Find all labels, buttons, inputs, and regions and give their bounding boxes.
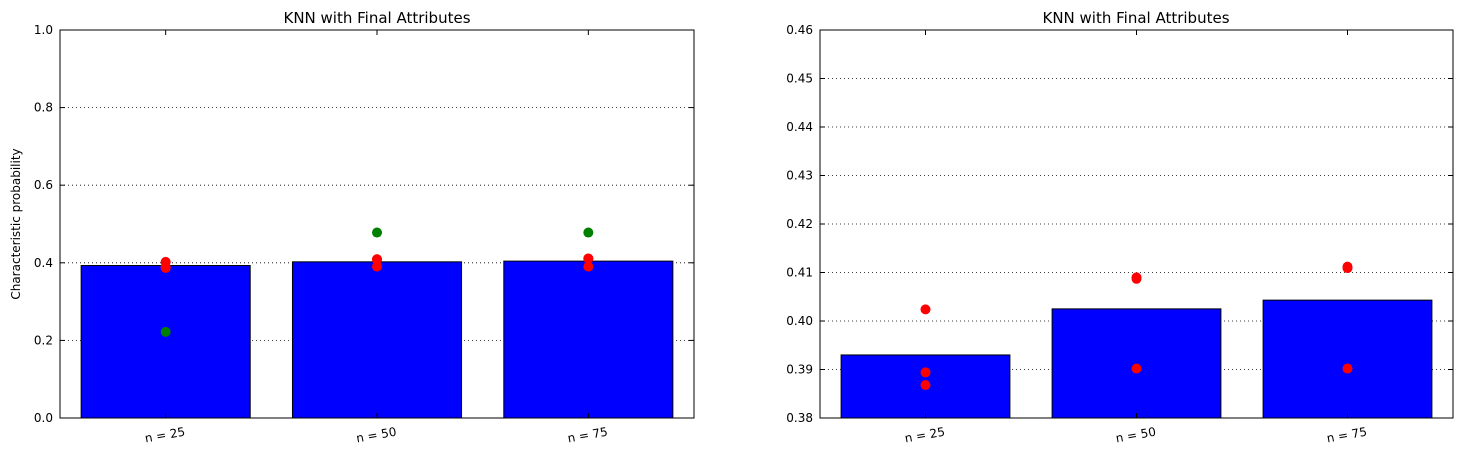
right-red-point	[1342, 363, 1353, 374]
right-red-point	[1342, 263, 1353, 274]
left-x-tick-label: n = 25	[144, 425, 186, 446]
right-axes-frame	[819, 29, 1454, 419]
left-chart-title: KNN with Final Attributes	[283, 9, 470, 27]
right-red-point	[1131, 363, 1142, 374]
right-x-tick-label: n = 25	[904, 425, 946, 446]
right-bar	[1262, 299, 1433, 419]
left-y-tick-label: 0.6	[34, 178, 53, 192]
left-bar	[503, 260, 674, 419]
right-y-tick-label: 0.42	[786, 217, 813, 231]
right-bar	[1051, 308, 1222, 419]
right-y-tick-label: 0.46	[786, 23, 813, 37]
left-y-tick-label: 1.0	[34, 23, 53, 37]
left-red-point	[372, 254, 382, 265]
left-y-axis-label: Characteristic probability	[9, 148, 23, 299]
left-red-point	[372, 261, 382, 272]
left-x-tick-label: n = 50	[355, 425, 397, 446]
right-y-tick-label: 0.45	[786, 72, 813, 86]
right-chart: KNN with Final Attributes 0.38 0.39 0.40 0.…	[786, 9, 1454, 446]
left-red-point	[583, 261, 594, 272]
right-red-point	[920, 367, 931, 378]
left-y-tick-label: 0.8	[34, 101, 53, 115]
right-y-tick-label: 0.41	[786, 266, 813, 280]
left-red-point	[160, 262, 171, 273]
right-y-tick-label: 0.39	[786, 363, 813, 377]
right-x-tick-label: n = 50	[1115, 425, 1157, 446]
left-x-tick-label: n = 75	[566, 425, 608, 446]
left-y-tick-label: 0.4	[34, 256, 53, 270]
left-y-tick-label: 0.2	[34, 333, 53, 347]
left-y-tick-label: 0.0	[34, 411, 53, 425]
right-y-tick-label: 0.44	[786, 120, 813, 134]
left-green-point	[583, 227, 594, 238]
right-y-tick-label: 0.40	[786, 314, 813, 328]
right-y-tick-label: 0.43	[786, 169, 813, 183]
left-green-point	[160, 326, 171, 337]
right-red-point	[920, 380, 931, 391]
right-chart-title: KNN with Final Attributes	[1042, 9, 1229, 27]
right-x-tick-label: n = 75	[1326, 425, 1368, 446]
right-y-tick-label: 0.38	[786, 411, 813, 425]
left-axes-frame	[59, 29, 695, 419]
left-red-point	[583, 253, 594, 264]
left-bar	[291, 261, 463, 419]
right-red-point	[920, 304, 931, 315]
left-bar	[80, 265, 251, 419]
left-green-point	[372, 227, 382, 238]
right-red-point	[1131, 273, 1142, 284]
left-chart: KNN with Final Attributes Characteristic…	[9, 9, 695, 446]
